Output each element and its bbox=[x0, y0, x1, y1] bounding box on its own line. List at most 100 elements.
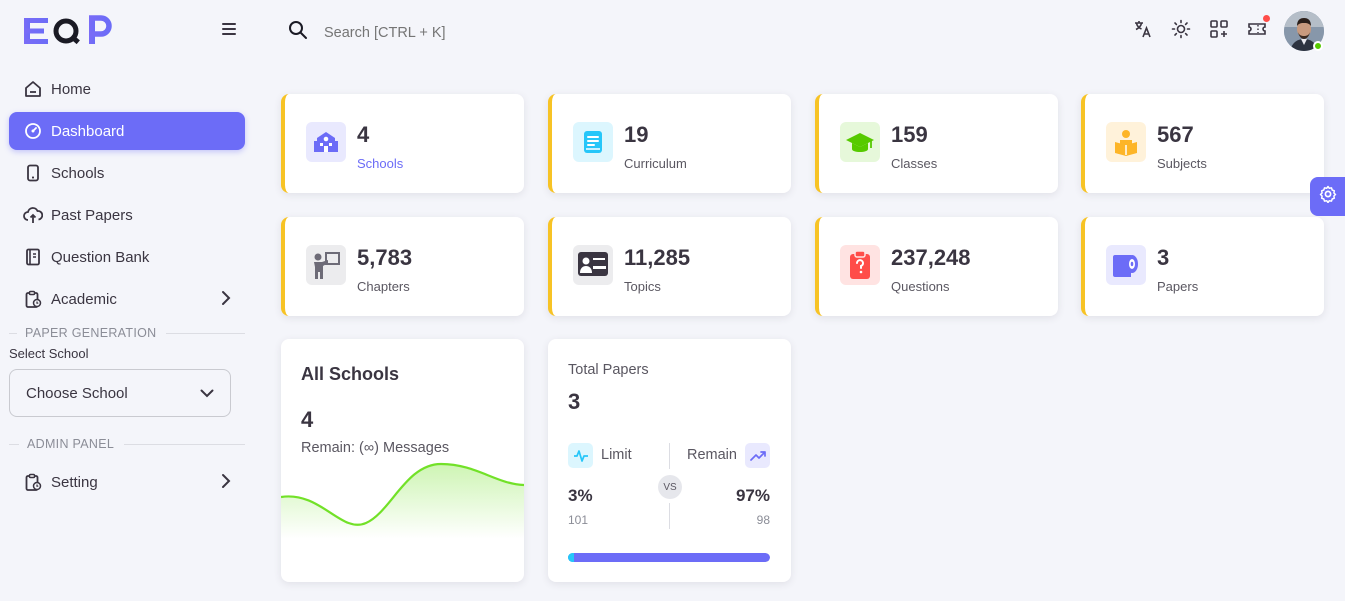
remain-percent: 97% bbox=[735, 486, 770, 505]
card-value: 4 bbox=[301, 407, 314, 432]
stat-label: Topics bbox=[624, 279, 661, 294]
school-select-value: Choose School bbox=[26, 384, 128, 402]
trending-up-icon bbox=[745, 443, 770, 468]
card-value: 3 bbox=[568, 389, 581, 414]
chevron-down-icon bbox=[200, 385, 214, 402]
stat-label: Curriculum bbox=[624, 156, 687, 171]
notification-dot bbox=[1263, 15, 1270, 22]
stat-card-curriculum[interactable]: 19 Curriculum bbox=[548, 94, 791, 193]
progress-limit bbox=[568, 553, 575, 562]
sparkline-line bbox=[281, 462, 524, 526]
pulse-icon bbox=[568, 443, 593, 468]
sidebar-item-label: Question Bank bbox=[51, 248, 150, 266]
paper-roll-icon bbox=[1106, 245, 1146, 285]
reader-icon bbox=[1106, 122, 1146, 162]
stat-value: 3 bbox=[1157, 245, 1170, 270]
vs-badge: VS bbox=[658, 475, 682, 499]
section-paper-generation: PAPER GENERATION bbox=[9, 326, 245, 340]
stat-value: 5,783 bbox=[357, 245, 413, 270]
phone-icon bbox=[23, 163, 43, 183]
clipboard-clock-icon bbox=[23, 472, 43, 492]
all-schools-card: All Schools 4 Remain: (∞) Messages bbox=[281, 339, 524, 582]
total-papers-card: Total Papers 3 Limit Remain VS 3% 101 97… bbox=[548, 339, 791, 582]
school-icon bbox=[306, 122, 346, 162]
stat-label: Papers bbox=[1157, 279, 1199, 294]
book-icon bbox=[23, 247, 43, 267]
stat-value: 19 bbox=[624, 122, 649, 147]
chevron-right-icon bbox=[221, 290, 231, 310]
sidebar-item-past-papers[interactable]: Past Papers bbox=[9, 196, 245, 234]
stat-card-chapters[interactable]: 5,783 Chapters bbox=[281, 217, 524, 316]
limit-percent: 3% bbox=[568, 486, 593, 505]
stat-value: 237,248 bbox=[891, 245, 971, 270]
stat-card-schools[interactable]: 4 Schools bbox=[281, 94, 524, 193]
card-subtitle: Remain: (∞) Messages bbox=[301, 440, 450, 456]
sidebar-item-label: Setting bbox=[51, 473, 98, 491]
sidebar-item-schools[interactable]: Schools bbox=[9, 154, 245, 192]
stat-label: Classes bbox=[891, 156, 938, 171]
sidebar-item-label: Dashboard bbox=[51, 122, 125, 140]
progress-remain bbox=[568, 553, 770, 562]
theme-sun-icon[interactable] bbox=[1170, 18, 1192, 40]
sidebar-item-academic[interactable]: Academic bbox=[9, 280, 245, 318]
stat-label: Chapters bbox=[357, 279, 410, 294]
apps-grid-icon[interactable] bbox=[1208, 18, 1230, 40]
notification-ticket-icon[interactable] bbox=[1246, 15, 1270, 40]
stat-value: 159 bbox=[891, 122, 928, 147]
sidebar-item-dashboard[interactable]: Dashboard bbox=[9, 112, 245, 150]
sidebar-item-label: Schools bbox=[51, 164, 105, 182]
sidebar-item-label: Home bbox=[51, 80, 92, 98]
select-school-label: Select School bbox=[9, 346, 89, 361]
remain-count: 98 bbox=[756, 513, 770, 527]
stat-label: Questions bbox=[891, 279, 950, 294]
section-admin-panel: ADMIN PANEL bbox=[9, 437, 245, 451]
stat-card-classes[interactable]: 159 Classes bbox=[815, 94, 1058, 193]
sidebar-item-setting[interactable]: Setting bbox=[9, 463, 245, 501]
gear-icon bbox=[1319, 185, 1337, 208]
sidebar-item-label: Past Papers bbox=[51, 206, 133, 224]
menu-toggle-icon[interactable] bbox=[222, 22, 242, 40]
book-icon bbox=[573, 122, 613, 162]
stat-card-papers[interactable]: 3 Papers bbox=[1081, 217, 1324, 316]
app-logo[interactable] bbox=[24, 14, 116, 48]
gauge-icon bbox=[23, 121, 43, 141]
section-title-text: ADMIN PANEL bbox=[27, 437, 115, 451]
remain-label: Remain bbox=[687, 447, 737, 463]
stat-value: 567 bbox=[1157, 122, 1194, 147]
card-title: Total Papers bbox=[568, 362, 649, 378]
graduation-cap-icon bbox=[840, 122, 880, 162]
search-bar[interactable] bbox=[288, 20, 564, 45]
translate-icon[interactable] bbox=[1132, 18, 1154, 40]
logo-mark bbox=[24, 15, 112, 45]
sidebar: Home Dashboard Schools Past Papers Quest… bbox=[0, 0, 256, 601]
search-input[interactable] bbox=[324, 24, 564, 41]
cloud-upload-icon bbox=[23, 205, 43, 225]
papers-progress-bar bbox=[568, 553, 770, 562]
chevron-right-icon bbox=[221, 473, 231, 493]
stat-value: 4 bbox=[357, 122, 370, 147]
presentation-icon bbox=[573, 245, 613, 285]
search-icon[interactable] bbox=[288, 20, 308, 45]
clipboard-clock-icon bbox=[23, 289, 43, 309]
stat-card-topics[interactable]: 11,285 Topics bbox=[548, 217, 791, 316]
stat-card-subjects[interactable]: 567 Subjects bbox=[1081, 94, 1324, 193]
stat-card-questions[interactable]: 237,248 Questions bbox=[815, 217, 1058, 316]
divider bbox=[669, 443, 670, 469]
school-select[interactable]: Choose School bbox=[9, 369, 231, 417]
sidebar-item-label: Academic bbox=[51, 290, 117, 308]
section-title-text: PAPER GENERATION bbox=[25, 326, 157, 340]
sidebar-item-home[interactable]: Home bbox=[9, 70, 245, 108]
teacher-icon bbox=[306, 245, 346, 285]
limit-count: 101 bbox=[568, 513, 589, 527]
all-schools-sparkline bbox=[281, 462, 524, 539]
stat-value: 11,285 bbox=[624, 245, 691, 270]
sidebar-item-question-bank[interactable]: Question Bank bbox=[9, 238, 245, 276]
stat-label[interactable]: Schools bbox=[357, 156, 404, 171]
card-title: All Schools bbox=[301, 364, 400, 384]
customizer-settings-button[interactable] bbox=[1310, 177, 1345, 216]
topbar-actions bbox=[1132, 15, 1284, 40]
sidebar-nav: Home Dashboard Schools Past Papers Quest… bbox=[9, 70, 245, 505]
limit-label: Limit bbox=[601, 447, 632, 463]
clipboard-question-icon bbox=[840, 245, 880, 285]
stat-label: Subjects bbox=[1157, 156, 1207, 171]
